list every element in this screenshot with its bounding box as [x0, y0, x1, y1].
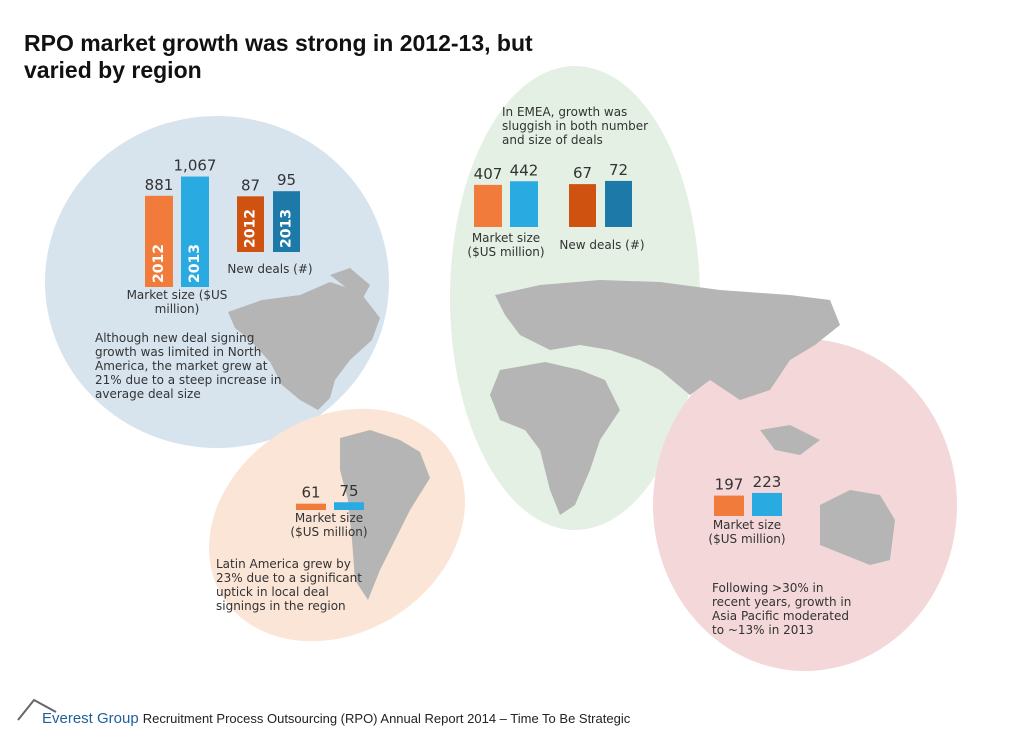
logo: [17, 698, 57, 721]
bar: [273, 191, 300, 252]
footer-text: Recruitment Process Outsourcing (RPO) An…: [142, 711, 631, 726]
bar: [181, 176, 209, 287]
category-label: 2013: [187, 244, 203, 283]
value-label: 407: [474, 165, 503, 183]
bar: [752, 492, 782, 516]
value-label: 87: [241, 176, 260, 194]
note: Latin America grew by 23% due to a signi…: [216, 557, 362, 613]
bar: [605, 180, 632, 227]
value-label: 223: [753, 473, 782, 491]
value-label: 197: [715, 476, 744, 494]
bar: [474, 184, 502, 227]
apac-region: [653, 339, 957, 671]
category-label: 2012: [243, 209, 259, 248]
value-label: 72: [609, 161, 628, 179]
caption: Market size ($US million): [708, 518, 786, 546]
value-label: 1,067: [174, 157, 217, 175]
value-label: 67: [573, 164, 592, 182]
note: In EMEA, growth was sluggish in both num…: [502, 105, 649, 147]
caption: New deals (#): [559, 238, 645, 252]
footer: Everest Group Recruitment Process Outsour…: [42, 710, 630, 727]
bar: [334, 502, 364, 510]
bar: [296, 503, 326, 510]
caption: New deals (#): [227, 262, 313, 276]
value-label: 442: [510, 161, 539, 179]
value-label: 95: [277, 171, 296, 189]
value-label: 881: [145, 176, 174, 194]
caption: Market size ($US million): [126, 288, 228, 316]
caption: Market size ($US million): [290, 511, 368, 539]
value-label: 61: [301, 484, 320, 502]
note: Following >30% in recent years, growth i…: [712, 581, 852, 637]
world-map: [228, 268, 895, 600]
value-label: 75: [339, 482, 358, 500]
bar: [714, 495, 744, 516]
title: RPO market growth was strong in 2012-13,…: [24, 30, 533, 83]
brand: Everest Group: [42, 710, 139, 727]
caption: Market size ($US million): [467, 231, 545, 259]
bar: [145, 195, 173, 287]
note: Although new deal signing growth was lim…: [95, 331, 282, 401]
bar: [237, 196, 264, 252]
category-label: 2012: [151, 244, 167, 283]
bar: [510, 181, 538, 227]
category-label: 2013: [279, 209, 295, 248]
bar: [569, 184, 596, 227]
